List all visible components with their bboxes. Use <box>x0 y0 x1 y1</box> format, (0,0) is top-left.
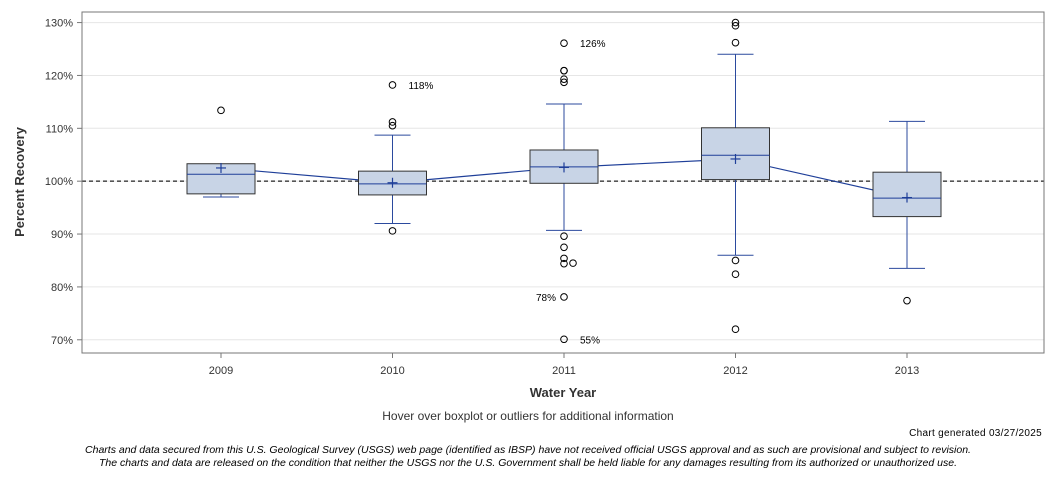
disclaimer-line-1: Charts and data secured from this U.S. G… <box>85 444 971 456</box>
outlier-annotation: 126% <box>580 39 606 50</box>
x-tick-label: 2013 <box>895 365 919 377</box>
outlier-point <box>731 18 740 27</box>
outlier-point <box>569 259 577 267</box>
disclaimer-line-2: The charts and data are released on the … <box>99 457 957 469</box>
outlier-point <box>560 335 568 344</box>
x-axis-title: Water Year <box>530 385 597 400</box>
chart-generated-date: Chart generated 03/27/2025 <box>909 428 1042 439</box>
y-tick-label: 120% <box>45 70 73 82</box>
outlier-point <box>560 78 568 87</box>
outlier-point <box>560 66 568 75</box>
outlier-annotation: 55% <box>580 335 600 346</box>
outlier-point <box>560 254 568 263</box>
boxes <box>186 53 942 269</box>
outlier-annotations: 118% 126% 78% 55% <box>409 39 606 346</box>
y-tick-label: 130% <box>45 18 73 30</box>
box-2011 <box>529 103 599 231</box>
y-tick-label: 80% <box>51 282 73 294</box>
box-2012 <box>701 53 770 256</box>
hover-instruction: Hover over boxplot or outliers for addit… <box>382 409 674 423</box>
outlier-point <box>560 293 568 301</box>
y-tick-label: 100% <box>45 176 73 188</box>
y-tick-label: 90% <box>51 229 73 241</box>
y-tick-label: 110% <box>46 123 74 135</box>
outlier-annotation: 118% <box>409 81 434 92</box>
y-axis: 70% 80% 90% 100% 110% 120% 130% <box>45 18 82 347</box>
box-2013 <box>872 120 942 269</box>
box-2010 <box>358 134 427 224</box>
outlier-point <box>388 81 397 89</box>
outlier-point <box>731 325 740 334</box>
x-tick-label: 2012 <box>723 365 747 377</box>
outlier-point <box>560 232 568 240</box>
outlier-point <box>560 259 568 268</box>
outlier-point <box>560 39 568 47</box>
y-tick-label: 70% <box>51 335 73 347</box>
x-tick-label: 2011 <box>552 365 576 377</box>
box-2009 <box>186 162 256 198</box>
outlier-point <box>731 38 740 47</box>
x-tick-label: 2010 <box>380 365 404 377</box>
outliers <box>217 18 911 344</box>
outlier-point <box>388 121 397 130</box>
outlier-annotation: 78% <box>536 293 556 304</box>
outlier-point <box>731 270 740 279</box>
outlier-point <box>388 227 397 235</box>
outlier-point <box>903 296 911 305</box>
outlier-point <box>560 75 568 83</box>
plot-frame <box>81 11 1045 354</box>
outlier-point <box>560 243 568 252</box>
iqr-box <box>701 127 770 181</box>
outlier-point <box>388 118 397 126</box>
x-axis: 2009 2010 2011 2012 2013 <box>209 353 919 377</box>
outlier-point <box>731 21 740 30</box>
y-axis-title: Percent Recovery <box>12 126 27 237</box>
outlier-point <box>731 256 740 265</box>
x-tick-label: 2009 <box>209 365 233 377</box>
outlier-point <box>217 106 225 115</box>
